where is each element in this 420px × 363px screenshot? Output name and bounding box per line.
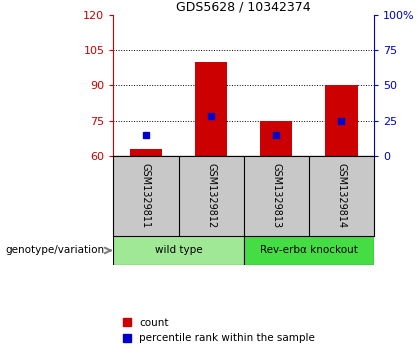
Text: wild type: wild type [155,245,202,256]
Bar [130,149,162,156]
Text: GSM1329813: GSM1329813 [271,163,281,229]
Legend: count, percentile rank within the sample: count, percentile rank within the sample [123,318,315,343]
Bar [195,62,227,156]
Text: GSM1329812: GSM1329812 [206,163,216,229]
Title: GDS5628 / 10342374: GDS5628 / 10342374 [176,0,311,13]
Bar [113,236,244,265]
Bar [260,121,292,156]
Text: genotype/variation: genotype/variation [6,245,105,256]
Text: Rev-erbα knockout: Rev-erbα knockout [260,245,358,256]
Bar [325,85,357,156]
Bar [244,236,374,265]
Text: GSM1329814: GSM1329814 [336,163,346,229]
Text: GSM1329811: GSM1329811 [141,163,151,229]
